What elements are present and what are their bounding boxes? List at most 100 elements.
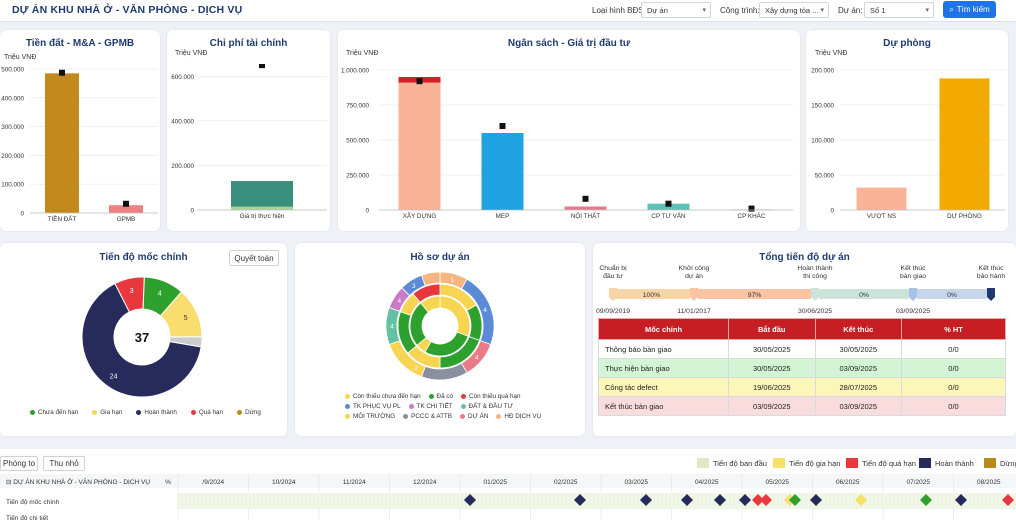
card-overall-progress-title: Tổng tiến độ dự án [759,252,850,263]
settlement-button[interactable]: Quyết toán [229,250,279,266]
milestone-diamond [920,494,932,506]
filter-label-property-type: Loại hình BĐS: [592,6,646,15]
land-cost-bar-chart: 0 100.000 200.000 300.000 400.000 500.000 TIỀN… [1,67,158,223]
y-tick-label: 150.000 [811,103,834,110]
card-land-cost: Tiền đất - M&A - GPMB Triệu VNĐ 0 100.000… [0,30,160,231]
col-start: Bắt đầu [728,318,816,340]
legend-item: ĐẤT & ĐẦU TƯ [460,403,513,410]
bar [231,181,293,210]
bar [481,133,524,210]
card-land-cost-title: Tiền đất - M&A - GPMB [25,38,135,49]
gantt-legend-item: Hoàn thành [919,458,974,468]
project-select[interactable]: Số 1 ▾ [864,2,934,18]
unit-label: Triệu VNĐ [4,54,37,61]
chevron-down-icon: ▾ [925,7,929,14]
segment-label: 4 [390,324,394,331]
cell-pct: 0/0 [901,339,1006,359]
x-tick-label: MEP [496,213,510,220]
progress-label: 100% [643,292,660,299]
legend-swatch [459,414,465,419]
search-button[interactable]: ⌕ Tìm kiếm [943,1,996,18]
bar [647,203,690,210]
legend-label: Còn thiếu chưa đến hạn [353,393,421,400]
app-title: DỰ ÁN KHU NHÀ Ở - VĂN PHÒNG - DỊCH VỤ [12,4,243,16]
y-tick-label: 400.000 [1,95,24,102]
milestone-diamond [855,494,867,506]
stage-label-prep: Chuẩn bị [599,264,627,272]
card-budget: Ngân sách - Giá trị đầu tư Triệu VNĐ 0 25… [338,30,800,231]
y-tick-label: 0 [190,208,194,215]
x-tick-label: NỘI THẤT [571,210,600,220]
property-type-select[interactable]: Dự án ▾ [641,2,711,18]
cell-start: 19/06/2025 [728,377,816,397]
milestone-legend: Chưa đến hạn Gia hạn Hoàn thành Quá hạn Dừng [30,409,261,416]
legend-label: TK PHỤC VỤ PL [353,403,401,410]
cell-name: Thông báo bàn giao [598,339,729,359]
stage-date: 11/01/2017 [677,308,711,315]
stage-date: 09/09/2019 [596,308,630,315]
stage-marker [987,288,995,301]
bar-segment [231,206,293,210]
card-budget-title: Ngân sách - Giá trị đầu tư [507,38,631,49]
cell-end: 03/09/2025 [814,396,902,416]
construction-select[interactable]: Xây dựng tòa ... ▾ [759,2,829,18]
col-end: Kết thúc [814,318,902,340]
legend-swatch [190,410,196,415]
legend-item: Hoàn thành [136,409,177,416]
legend-label: HĐ DỊCH VỤ [504,413,542,420]
stage-marker [811,288,819,301]
cell-name: Công tác defect [598,377,729,397]
legend-label: Dừng [245,409,261,416]
card-reserve-title: Dự phòng [883,38,931,49]
x-tick-label: DỰ PHÒNG [947,211,982,220]
gantt-legend-item: Tiến độ gia hạn [773,458,840,468]
legend-item: TK CHI TIẾT [408,403,453,410]
milestone-diamond [760,494,772,506]
stage-label-warranty: Kết thúc [979,263,1005,272]
milestone-diamond [681,494,693,506]
y-tick-label: 200.000 [811,68,834,75]
legend-row: Còn thiếu chưa đến hạn Đã có Còn thiếu quá… [345,393,541,400]
gantt-legend-item: Dừng [984,458,1016,468]
milestone-diamond [789,494,801,506]
card-documents-title: Hồ sơ dự án [410,252,470,263]
zoom-out-button[interactable]: Thu nhỏ [43,456,85,471]
legend-item: Gia hạn [92,409,122,416]
bar [856,187,907,210]
milestone-row[interactable]: Thông báo bàn giao 30/05/2025 30/05/2025 0/… [598,339,1006,359]
milestone-row[interactable]: Kết thúc bàn giao 03/09/2025 03/09/2025 0/0 [598,396,1006,416]
card-milestones-title: Tiến độ mốc chính [99,252,188,263]
gantt-legend-label: Tiến độ gia hạn [789,458,841,468]
legend-item: Quá hạn [190,409,223,416]
segment-label: 2 [414,365,418,372]
legend-item: PCCC & ATTB [403,413,452,420]
milestone-diamond [752,494,764,506]
bar [564,206,607,210]
gantt-legend-swatch [773,458,785,468]
marker [582,195,589,202]
stage-label-handover: Kết thúc [901,263,927,272]
month-label: 11/2024 [343,479,366,486]
gantt-legend-swatch [846,458,858,468]
month-label: 03/2025 [625,479,649,486]
progress-segment [917,289,987,299]
card-finance-cost: Chi phí tài chính Triệu VNĐ 0 200.000 400.… [167,30,330,231]
gantt-row-label: Tiến độ chi tiết [6,513,48,520]
milestone-diamond [810,494,822,506]
cell-end: 30/05/2025 [814,339,902,359]
zoom-in-button[interactable]: Phóng to [0,456,38,471]
legend-swatch [345,414,350,419]
y-tick-label: 600.000 [171,74,194,81]
slice-label: 3 [130,288,134,295]
legend-label: Còn thiếu quá hạn [469,393,521,400]
milestone-row[interactable]: Thực hiện bàn giao 30/05/2025 03/09/2025 0/… [598,358,1006,378]
y-tick-label: 200.000 [1,153,24,160]
reserve-bar-chart: 0 50.000 100.000 150.000 200.000 VƯỢT NS DỰ PH… [811,68,1006,220]
legend-swatch [345,394,350,399]
x-tick-label: XÂY DỰNG [403,211,437,220]
marker [748,205,755,212]
donut-slice [81,282,202,398]
slice-label: 24 [110,374,118,381]
milestone-row[interactable]: Công tác defect 19/06/2025 28/07/2025 0/0 [598,377,1006,397]
